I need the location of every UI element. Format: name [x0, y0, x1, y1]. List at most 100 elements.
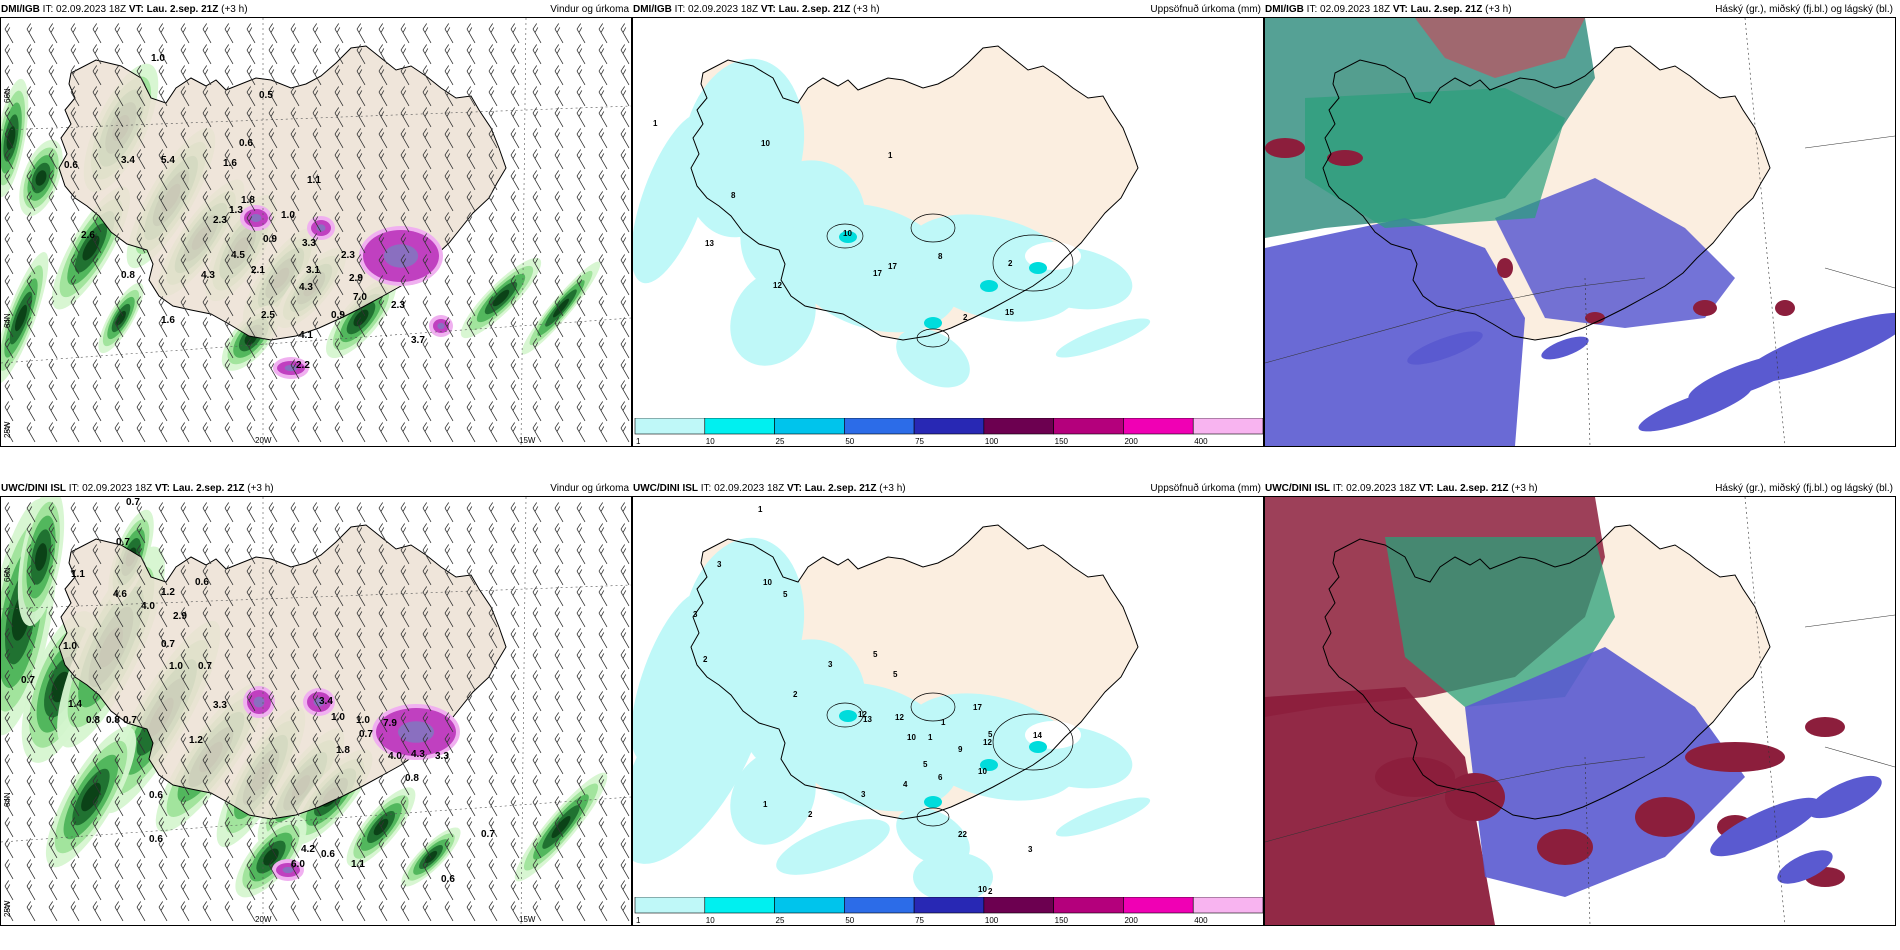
panel-header: UWC/DINI ISL IT: 02.09.2023 18Z VT: Lau.…	[1, 483, 274, 494]
map-frame: 0.7 0.7 1.1 4.6 1.2 0.6 4.0 2.9 1.0 0.7 1.0 0.7 0.7 1…	[0, 496, 632, 926]
colorbar-tick: 200	[1124, 437, 1138, 446]
precip-value-label: 1.6	[161, 315, 175, 326]
colorbar-swatch	[704, 417, 775, 435]
run-time: IT: 02.09.2023 18Z	[42, 4, 127, 15]
precip-value-label: 2.9	[349, 273, 363, 284]
precip-value-label: 4	[903, 780, 908, 789]
precip-value-label: 17	[873, 269, 882, 278]
colorbar-tick: 150	[1055, 916, 1069, 925]
valid-time: Lau. 2.sep. 21Z	[172, 483, 245, 494]
precip-value-label: 2	[963, 313, 968, 322]
precip-value-label: 0.5	[259, 90, 273, 101]
precip-value-label: 1	[928, 733, 933, 742]
lat-label: 66N	[3, 88, 12, 103]
colorbar: 1 10 25 50 75 100 150 200 400	[634, 896, 1263, 925]
precip-value-label: 3.4	[319, 696, 333, 707]
panel-uwc-precip: UWC/DINI ISL IT: 02.09.2023 18Z VT: Lau.…	[632, 479, 1264, 926]
cloud-map-layer	[1265, 497, 1895, 925]
lead-time: (+3 h)	[853, 4, 880, 15]
colorbar-tick: 10	[706, 916, 715, 925]
precip-value-label: 7.0	[353, 292, 367, 303]
colorbar-swatch	[1123, 896, 1194, 914]
precip-value-label: 0.7	[359, 729, 373, 740]
colorbar-tick: 10	[706, 437, 715, 446]
precip-value-label: 3.7	[411, 335, 425, 346]
precip-value-label: 0.7	[116, 537, 130, 548]
precip-value-label: 0.7	[161, 639, 175, 650]
precip-value-label: 2	[1008, 259, 1013, 268]
precip-value-label: 1.3	[229, 205, 243, 216]
colorbar-swatch	[774, 417, 845, 435]
precip-value-label: 2	[703, 655, 708, 664]
precip-value-label: 1.0	[169, 661, 183, 672]
wind-map-layer: 1.00.50.60.6 3.4 5.4 1.61.11.81.32.30.9 3.32…	[1, 18, 631, 446]
precip-value-label: 0.6	[441, 874, 455, 885]
colorbar-tick: 200	[1124, 916, 1138, 925]
lat-label: 25W	[3, 900, 12, 917]
panel-title: Vindur og úrkoma	[550, 4, 629, 15]
precip-value-label: 0.7	[123, 715, 137, 726]
map-svg: 0.7 0.7 1.1 4.6 1.2 0.6 4.0 2.9 1.0 0.7 1.0 0.7 0.7 1…	[1, 497, 631, 925]
iceland-coastline	[690, 524, 1139, 820]
precip-value-label: 2	[808, 810, 813, 819]
lon-label: 20W	[255, 436, 272, 445]
precip-value-label: 3.3	[302, 238, 316, 249]
precip-value-label: 2.2	[296, 360, 310, 371]
colorbar-tick: 150	[1055, 437, 1069, 446]
panel-title: Uppsöfnuð úrkoma (mm)	[1150, 4, 1261, 15]
map-svg: 1101810131217815221766N64N	[633, 18, 1263, 446]
colorbar-svg: 1 10 25 50 75 100 150 200 400	[634, 896, 1263, 925]
precip-value-label: 3.4	[121, 155, 135, 166]
precip-value-label: 3.1	[306, 265, 320, 276]
precip-value-label: 2.5	[261, 310, 275, 321]
colorbar-swatch	[913, 417, 985, 435]
colorbar-swatch	[1053, 896, 1124, 914]
precip-value-label: 2	[793, 690, 798, 699]
map-svg	[1265, 18, 1895, 446]
panel-header: DMI/IGB IT: 02.09.2023 18Z VT: Lau. 2.se…	[1265, 4, 1512, 15]
precip-value-label: 1.1	[307, 175, 321, 186]
valid-label: VT:	[154, 483, 170, 494]
colorbar-tick: 50	[845, 916, 854, 925]
precip-value-label: 0.8	[121, 270, 135, 281]
precip-value-label: 4.0	[141, 601, 155, 612]
valid-time: Lau. 2.sep. 21Z	[804, 483, 877, 494]
precip-value-label: 1	[941, 718, 946, 727]
colorbar-tick: 1	[636, 437, 641, 446]
precip-value-label: 10	[978, 767, 987, 776]
colorbar-swatch	[634, 417, 706, 435]
precip-value-label: 5.4	[161, 155, 175, 166]
map-frame: 1101810131217815221766N64N11025507510015…	[632, 17, 1264, 447]
panel-title: Uppsöfnuð úrkoma (mm)	[1150, 483, 1261, 494]
precip-value-label: 0.8	[106, 715, 120, 726]
precip-value-label: 1.0	[356, 715, 370, 726]
precip-value-label: 17	[888, 262, 897, 271]
model-name: DMI/IGB	[1265, 4, 1304, 15]
precip-value-label: 0.9	[263, 234, 277, 245]
precip-value-label: 5	[893, 670, 898, 679]
precip-value-label: 12	[773, 281, 782, 290]
precip-value-label: 4.3	[299, 282, 313, 293]
map-frame: 1.0 0.5 0.6 0.6 3.4 5.4 1.6 1.1 1.8 1.3 2.3 0.9 3.3 2…	[0, 17, 632, 447]
panel-header: UWC/DINI ISL IT: 02.09.2023 18Z VT: Lau.…	[633, 483, 906, 494]
precip-value-label: 4.3	[201, 270, 215, 281]
precip-value-label: 0.8	[86, 715, 100, 726]
precip-value-label: 2.3	[213, 215, 227, 226]
precip-value-label: 10	[761, 139, 770, 148]
colorbar-tick: 25	[776, 437, 785, 446]
colorbar-tick: 25	[776, 916, 785, 925]
lon-label: 20W	[255, 915, 272, 924]
precip-value-label: 10	[843, 229, 852, 238]
panel-header: DMI/IGB IT: 02.09.2023 18Z VT: Lau. 2.se…	[1, 4, 248, 15]
precip-value-label: 2.3	[391, 300, 405, 311]
precip-value-label: 1.8	[336, 745, 350, 756]
precip-value-label: 12	[895, 713, 904, 722]
precip-value-label: 7.9	[383, 718, 397, 729]
model-name: DMI/IGB	[1, 4, 40, 15]
precip-value-label: 0.6	[149, 834, 163, 845]
precip-value-label: 22	[958, 830, 967, 839]
panel-header: DMI/IGB IT: 02.09.2023 18Z VT: Lau. 2.se…	[633, 4, 880, 15]
precip-value-label: 13	[863, 715, 872, 724]
